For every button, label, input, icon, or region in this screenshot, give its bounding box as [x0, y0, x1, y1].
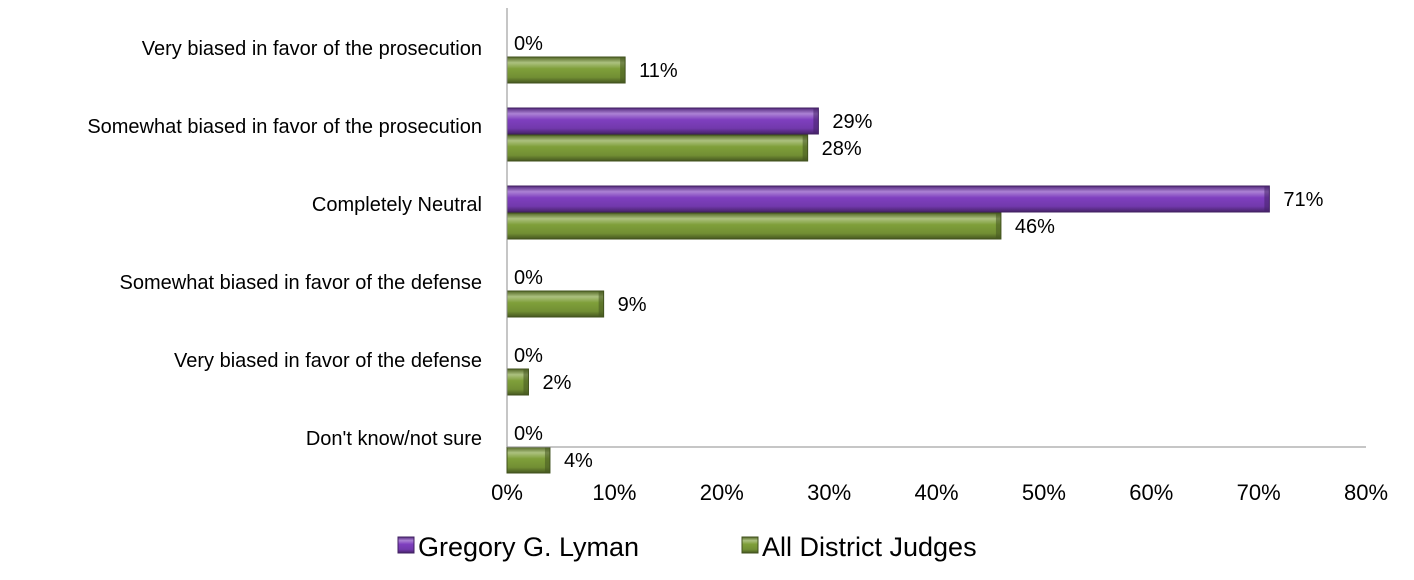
data-label-0-2: 71% [1283, 189, 1323, 211]
x-tick-label-3: 30% [807, 480, 851, 505]
data-label-1-4: 2% [542, 372, 571, 394]
data-label-1-5: 4% [564, 450, 593, 472]
legend-swatch-0 [397, 536, 415, 554]
x-tick-label-1: 10% [592, 480, 636, 505]
x-tick-label-0: 0% [491, 480, 523, 505]
category-label-0: Very biased in favor of the prosecution [142, 38, 482, 60]
x-tick-label-8: 80% [1344, 480, 1388, 505]
bar-cap-1-3 [598, 291, 604, 317]
data-label-0-4: 0% [514, 345, 543, 367]
data-label-1-1: 28% [822, 138, 862, 160]
data-label-0-3: 0% [514, 267, 543, 289]
legend-swatch-1 [741, 536, 759, 554]
category-label-4: Very biased in favor of the defense [174, 350, 482, 372]
x-tick-label-7: 70% [1237, 480, 1281, 505]
bar-gregory-lyman-1 [506, 107, 819, 135]
bar-all-district-judges-1 [506, 134, 809, 162]
legend: Gregory G. Lyman All District Judges [397, 532, 977, 562]
x-tick-label-6: 60% [1129, 480, 1173, 505]
category-label-3: Somewhat biased in favor of the defense [120, 272, 482, 294]
x-tick-label-4: 40% [914, 480, 958, 505]
legend-entry-0: Gregory G. Lyman [397, 532, 639, 562]
category-label-2: Completely Neutral [312, 194, 482, 216]
data-label-0-5: 0% [514, 423, 543, 445]
bar-all-district-judges-0 [506, 56, 626, 84]
legend-entry-1: All District Judges [741, 532, 977, 562]
labels-layer: 0% 11% Very biased in favor of the prosecu… [87, 33, 1323, 472]
bar-cap-1-1 [802, 135, 808, 161]
bar-cap-1-0 [620, 57, 626, 83]
bar-all-district-judges-3 [506, 290, 605, 318]
category-label-1: Somewhat biased in favor of the prosecut… [87, 116, 482, 138]
x-tick-label-2: 20% [700, 480, 744, 505]
legend-label-0: Gregory G. Lyman [418, 532, 639, 562]
bar-all-district-judges-5 [506, 446, 551, 474]
data-label-0-1: 29% [832, 111, 872, 133]
bars-layer [506, 56, 1270, 474]
data-label-0-0: 0% [514, 33, 543, 55]
bar-cap-1-2 [995, 213, 1001, 239]
bar-cap-1-5 [544, 447, 550, 473]
bar-gregory-lyman-2 [506, 185, 1270, 213]
bar-all-district-judges-2 [506, 212, 1002, 240]
category-label-5: Don't know/not sure [306, 428, 482, 450]
bar-cap-1-4 [523, 369, 529, 395]
x-tick-label-5: 50% [1022, 480, 1066, 505]
data-label-1-2: 46% [1015, 216, 1055, 238]
data-label-1-3: 9% [618, 294, 647, 316]
legend-label-1: All District Judges [762, 532, 977, 562]
axis-layer: 0% 10% 20% 30% 40% 50% 60% 70% 80% [491, 8, 1388, 505]
bar-cap-0-1 [813, 108, 819, 134]
data-label-1-0: 11% [639, 60, 678, 82]
bar-cap-0-2 [1264, 186, 1270, 212]
